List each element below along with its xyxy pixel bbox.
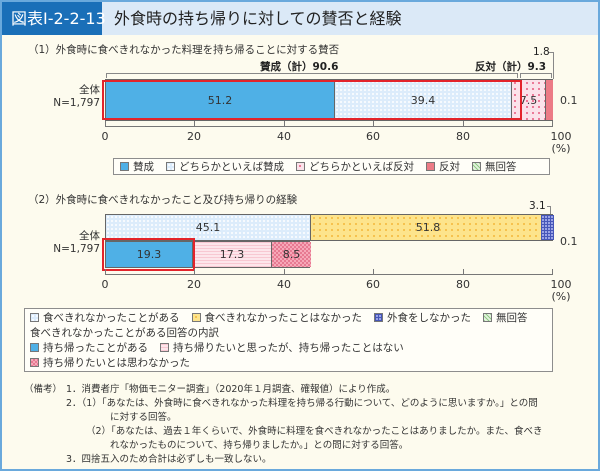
legend-item: 持ち帰ったことがある bbox=[30, 340, 148, 355]
section1-legend: 賛成 どちらかといえば賛成 どちらかといえば反対 反対 無回答 bbox=[113, 158, 550, 175]
segment-wanted-not-took: 17.3 bbox=[193, 242, 272, 267]
section1-row-label: 全体 N=1,797 bbox=[53, 84, 100, 109]
segment-agree: 51.2 bbox=[106, 80, 335, 120]
legend-swatch-icon bbox=[483, 313, 492, 322]
x-axis bbox=[105, 126, 553, 127]
no-answer-value-label: 0.1 bbox=[560, 235, 578, 248]
section2-subtitle: （2）外食時に食べきれなかったこと及び持ち帰りの経験 bbox=[28, 194, 298, 206]
tick-label: 40 bbox=[277, 278, 291, 291]
note-2a: 2．（1）「あなたは、外食時に食べきれなかった料理を持ち帰る行動について、どのよ… bbox=[66, 398, 538, 409]
tick bbox=[284, 121, 285, 126]
tick-label: 0 bbox=[101, 130, 109, 143]
legend-item: 食べきれなかったことがある bbox=[30, 310, 180, 325]
section1-subtitle: （1）外食時に食べきれなかった料理を持ち帰ることに対する賛否 bbox=[28, 44, 340, 56]
tick bbox=[105, 121, 106, 126]
note-2d: れなかったものについて、持ち帰りましたか。」との問に対する回答。 bbox=[110, 440, 409, 451]
segment-no-dining-out bbox=[541, 215, 554, 240]
note-3: 3．四捨五入のため合計は必ずしも一致しない。 bbox=[66, 454, 272, 465]
legend-swatch-icon bbox=[30, 358, 39, 367]
legend-swatch-icon bbox=[30, 343, 39, 352]
section2-legend: 食べきれなかったことがある 食べきれなかったことはなかった 外食をしなかった 無… bbox=[24, 308, 553, 372]
tick-label: 20 bbox=[187, 130, 201, 143]
highlight-box bbox=[102, 238, 195, 271]
legend-breakdown-title: 食べきれなかったことがある回答の内訳 bbox=[30, 327, 219, 339]
section1-stacked-bar: 51.2 39.4 7.5 bbox=[105, 79, 553, 121]
highlight-box bbox=[102, 80, 522, 120]
legend-swatch-icon bbox=[296, 162, 305, 171]
legend-item: 反対 bbox=[426, 159, 460, 174]
figure-title: 外食時の持ち帰りに対しての賛否と経験 bbox=[114, 9, 402, 28]
tick bbox=[194, 269, 195, 274]
figure-header: 図表Ⅰ-2-2-13 外食時の持ち帰りに対しての賛否と経験 bbox=[2, 2, 598, 35]
callout-line bbox=[549, 52, 554, 79]
segment-had-leftovers: 45.1 bbox=[106, 215, 311, 240]
note-2c: （2）「あなたは、過去１年くらいで、外食時に料理を食べきれなかったことはありまし… bbox=[86, 426, 543, 437]
legend-item: 持ち帰りたいと思ったが、持ち帰ったことはない bbox=[160, 340, 404, 355]
legend-swatch-icon bbox=[374, 313, 383, 322]
unit-label: (%) bbox=[551, 142, 571, 155]
tick-label: 60 bbox=[366, 130, 380, 143]
legend-swatch-icon bbox=[472, 162, 481, 171]
legend-item: 食べきれなかったことはなかった bbox=[191, 310, 362, 325]
tick bbox=[105, 269, 106, 274]
tick bbox=[463, 269, 464, 274]
tick bbox=[284, 269, 285, 274]
tick bbox=[373, 121, 374, 126]
legend-swatch-icon bbox=[166, 162, 175, 171]
x-axis bbox=[105, 274, 553, 275]
tick bbox=[463, 121, 464, 126]
legend-swatch-icon bbox=[120, 162, 129, 171]
legend-swatch-icon bbox=[30, 313, 39, 322]
legend-item: 無回答 bbox=[472, 159, 517, 174]
no-answer-value-label: 0.1 bbox=[560, 94, 578, 107]
no-dining-value-label: 3.1 bbox=[529, 200, 546, 212]
tick bbox=[552, 269, 553, 274]
legend-swatch-icon bbox=[160, 343, 169, 352]
segment-took-home: 19.3 bbox=[106, 242, 193, 267]
tick-label: 100 bbox=[550, 278, 572, 291]
legend-item: 無回答 bbox=[483, 310, 528, 325]
segment-no-leftovers: 51.8 bbox=[311, 215, 546, 240]
callout-line bbox=[547, 206, 551, 214]
legend-item: どちらかといえば賛成 bbox=[166, 159, 284, 174]
tick bbox=[373, 269, 374, 274]
tick-label: 80 bbox=[456, 130, 470, 143]
figure-id: 図表Ⅰ-2-2-13 bbox=[2, 2, 106, 35]
notes: （備考） 1．消費者庁「物価モニター調査」（2020年１月調査、確報値）により作成… bbox=[24, 383, 542, 467]
agree-bracket bbox=[106, 73, 518, 78]
tick bbox=[194, 121, 195, 126]
section2-top-bar: 45.1 51.8 bbox=[105, 214, 554, 241]
tick-label: 0 bbox=[101, 278, 109, 291]
note-1: 1．消費者庁「物価モニター調査」（2020年１月調査、確報値）により作成。 bbox=[66, 384, 396, 395]
disagree-value-label: 1.8 bbox=[533, 46, 550, 58]
note-2b: に対する回答。 bbox=[110, 412, 177, 423]
segment-somewhat-disagree: 7.5 bbox=[512, 80, 546, 120]
legend-item: 持ち帰りたいとは思わなかった bbox=[30, 355, 190, 370]
segment-somewhat-agree: 39.4 bbox=[335, 80, 512, 120]
tick-label: 80 bbox=[456, 278, 470, 291]
segment-disagree bbox=[546, 80, 553, 120]
tick bbox=[552, 121, 553, 126]
agree-total-annotation: 賛成（計）90.6 bbox=[260, 61, 339, 73]
unit-label: (%) bbox=[551, 290, 571, 303]
notes-label: （備考） bbox=[24, 384, 63, 395]
segment-did-not-want: 8.5 bbox=[272, 242, 311, 267]
tick-label: 20 bbox=[187, 278, 201, 291]
tick-label: 60 bbox=[366, 278, 380, 291]
legend-item: どちらかといえば反対 bbox=[296, 159, 414, 174]
section2-row-label: 全体 N=1,797 bbox=[53, 230, 100, 255]
tick-label: 100 bbox=[550, 130, 572, 143]
legend-item: 外食をしなかった bbox=[374, 310, 471, 325]
disagree-total-annotation: 反対（計）9.3 bbox=[475, 61, 547, 73]
section2-breakdown-bar: 19.3 17.3 8.5 bbox=[105, 241, 311, 268]
legend-swatch-icon bbox=[191, 313, 201, 322]
legend-item: 賛成 bbox=[120, 159, 154, 174]
legend-swatch-icon bbox=[426, 162, 435, 171]
tick-label: 40 bbox=[277, 130, 291, 143]
disagree-bracket bbox=[520, 73, 552, 78]
